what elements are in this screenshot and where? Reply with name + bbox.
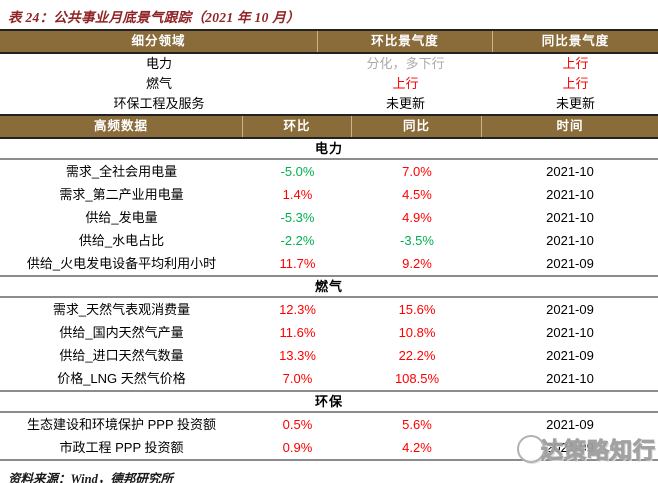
date-cell: 2021-10 bbox=[546, 233, 594, 248]
indicator-cell: 供给_国内天然气产量 bbox=[59, 325, 184, 340]
overview-header-mom: 环比景气度 bbox=[318, 31, 493, 52]
indicator-cell: 需求_天然气表观消费量 bbox=[52, 302, 191, 317]
overview-row: 燃气 上行 上行 bbox=[0, 74, 658, 94]
date-cell: 2021-10 bbox=[546, 325, 594, 340]
date-cell: 2021-10 bbox=[546, 164, 594, 179]
indicator-cell: 供给_发电量 bbox=[85, 210, 158, 225]
indicator-cell: 价格_LNG 天然气价格 bbox=[57, 371, 186, 386]
mom-value-cell: 0.5% bbox=[282, 417, 313, 432]
yoy-value-cell: 108.5% bbox=[394, 371, 440, 386]
date-cell: 2021-09 bbox=[546, 256, 594, 271]
date-cell: 2021-09 bbox=[546, 417, 594, 432]
hf-data-row: 需求_全社会用电量 -5.0% 7.0% 2021-10 bbox=[0, 160, 658, 183]
hf-data-row: 供给_国内天然气产量 11.6% 10.8% 2021-10 bbox=[0, 321, 658, 344]
segment-cell: 燃气 bbox=[145, 76, 172, 91]
mom-value-cell: -5.0% bbox=[280, 164, 315, 179]
overview-header-yoy: 同比景气度 bbox=[541, 34, 610, 48]
yoy-value-cell: 4.9% bbox=[402, 210, 432, 225]
mom-value-cell: 13.3% bbox=[279, 348, 316, 363]
hf-data-row: 需求_第二产业用电量 1.4% 4.5% 2021-10 bbox=[0, 183, 658, 206]
yoy-value-cell: 4.2% bbox=[402, 440, 432, 455]
mom-value-cell: 1.4% bbox=[282, 187, 313, 202]
mom-value-cell: 12.3% bbox=[279, 302, 316, 317]
date-cell: 2021-10 bbox=[546, 210, 594, 225]
overview-row: 环保工程及服务 未更新 未更新 bbox=[0, 94, 658, 114]
hf-data-row: 供给_水电占比 -2.2% -3.5% 2021-10 bbox=[0, 229, 658, 252]
yoy-trend-cell: 上行 bbox=[562, 76, 589, 91]
yoy-value-cell: -3.5% bbox=[400, 233, 434, 248]
mom-value-cell: -2.2% bbox=[280, 233, 315, 248]
section-header: 电力 bbox=[0, 139, 658, 160]
mom-value-cell: 11.6% bbox=[279, 325, 316, 340]
segment-cell: 电力 bbox=[145, 56, 172, 71]
mom-trend-cell: 上行 bbox=[392, 76, 419, 91]
mom-value-cell: 7.0% bbox=[282, 371, 313, 386]
table-title: 表 24：公共事业月底景气跟踪（2021 年 10 月） bbox=[8, 10, 300, 25]
yoy-value-cell: 10.8% bbox=[398, 325, 436, 340]
indicator-cell: 供给_进口天然气数量 bbox=[59, 348, 184, 363]
date-cell: 2021-10 bbox=[546, 371, 594, 386]
yoy-value-cell: 22.2% bbox=[398, 348, 436, 363]
date-cell: 2021-09 bbox=[546, 440, 594, 455]
yoy-value-cell: 9.2% bbox=[402, 256, 432, 271]
date-cell: 2021-09 bbox=[546, 348, 594, 363]
section-header: 环保 bbox=[0, 390, 658, 413]
hf-data-row: 市政工程 PPP 投资额 0.9% 4.2% 2021-09 bbox=[0, 436, 658, 459]
overview-row: 电力 分化，多下行 上行 bbox=[0, 54, 658, 74]
indicator-cell: 需求_全社会用电量 bbox=[65, 164, 178, 179]
hf-header-indicator: 高频数据 bbox=[0, 116, 243, 137]
yoy-value-cell: 5.6% bbox=[402, 417, 432, 432]
hf-data-row: 供给_火电发电设备平均利用小时 11.7% 9.2% 2021-09 bbox=[0, 252, 658, 275]
hf-header-yoy: 同比 bbox=[352, 116, 482, 137]
yoy-value-cell: 4.5% bbox=[402, 187, 432, 202]
hf-data-row: 供给_发电量 -5.3% 4.9% 2021-10 bbox=[0, 206, 658, 229]
mom-trend-cell: 未更新 bbox=[385, 96, 425, 111]
segment-cell: 环保工程及服务 bbox=[113, 96, 205, 111]
yoy-value-cell: 7.0% bbox=[402, 164, 432, 179]
hf-header-row: 高频数据 环比 同比 时间 bbox=[0, 114, 658, 139]
date-cell: 2021-10 bbox=[546, 187, 594, 202]
yoy-value-cell: 15.6% bbox=[398, 302, 436, 317]
yoy-trend-cell: 未更新 bbox=[555, 96, 595, 111]
hf-data-row: 需求_天然气表观消费量 12.3% 15.6% 2021-09 bbox=[0, 298, 658, 321]
hf-data-row: 供给_进口天然气数量 13.3% 22.2% 2021-09 bbox=[0, 344, 658, 367]
hf-data-row: 生态建设和环境保护 PPP 投资额 0.5% 5.6% 2021-09 bbox=[0, 413, 658, 436]
indicator-cell: 供给_火电发电设备平均利用小时 bbox=[26, 256, 217, 271]
overview-header-segment: 细分领域 bbox=[0, 31, 318, 52]
source-note: 资料来源：Wind，德邦研究所 bbox=[8, 472, 173, 483]
overview-header-row: 细分领域 环比景气度 同比景气度 bbox=[0, 29, 658, 54]
indicator-cell: 市政工程 PPP 投资额 bbox=[59, 440, 184, 455]
hf-data-row: 价格_LNG 天然气价格 7.0% 108.5% 2021-10 bbox=[0, 367, 658, 390]
section-header: 燃气 bbox=[0, 275, 658, 298]
mom-value-cell: -5.3% bbox=[280, 210, 315, 225]
hf-table-body: 电力需求_全社会用电量 -5.0% 7.0% 2021-10 需求_第二产业用电量 1.4… bbox=[0, 139, 658, 461]
mom-value-cell: 11.7% bbox=[279, 256, 316, 271]
indicator-cell: 生态建设和环境保护 PPP 投资额 bbox=[26, 417, 216, 432]
hf-header-date: 时间 bbox=[556, 119, 584, 133]
overview-table-body: 电力 分化，多下行 上行 燃气 上行 上行 环保工程及服务 未更新 未更新 bbox=[0, 54, 658, 114]
indicator-cell: 需求_第二产业用电量 bbox=[59, 187, 184, 202]
indicator-cell: 供给_水电占比 bbox=[78, 233, 165, 248]
hf-header-mom: 环比 bbox=[243, 116, 352, 137]
mom-trend-cell: 分化，多下行 bbox=[366, 56, 445, 71]
date-cell: 2021-09 bbox=[546, 302, 594, 317]
yoy-trend-cell: 上行 bbox=[562, 56, 589, 71]
mom-value-cell: 0.9% bbox=[282, 440, 313, 455]
